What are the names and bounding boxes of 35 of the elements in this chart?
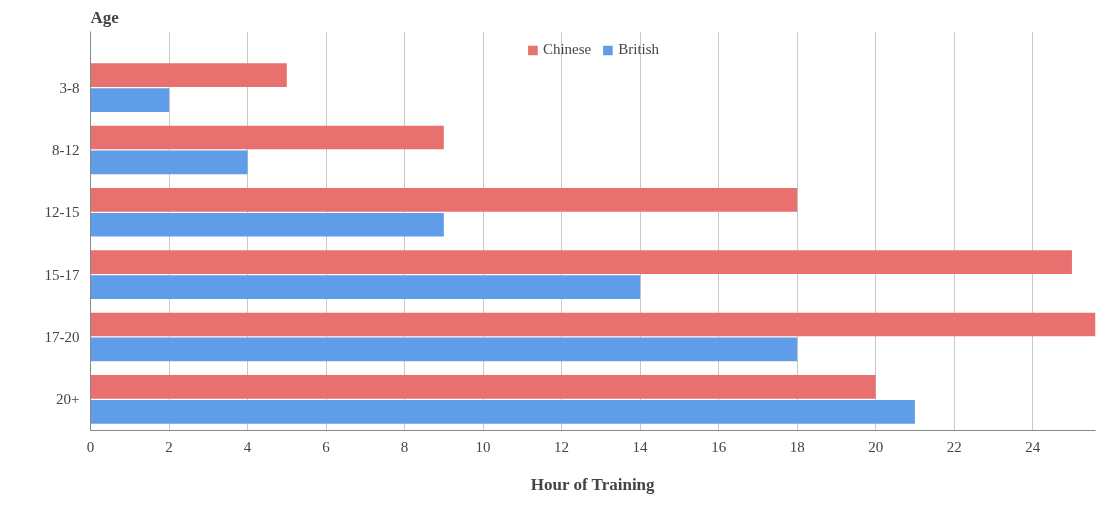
y-tick-label: 8-12 [52,141,80,158]
x-tick-label: 12 [554,438,570,455]
x-tick-label: 0 [86,438,95,455]
bar [90,250,1072,275]
x-tick-label: 24 [1025,438,1041,455]
bar [90,312,1096,337]
y-tick-label: 17-20 [44,328,80,345]
x-axis-title: Hour of Training [530,474,656,494]
y-tick-label: 20+ [56,391,80,408]
y-tick-label: 12-15 [44,204,80,221]
x-tick-label: 6 [322,438,331,455]
bar [90,337,798,362]
legend-label: British [618,41,660,58]
bar [90,212,444,237]
x-tick-label: 16 [711,438,727,455]
bar [90,125,444,150]
bar [90,88,170,112]
x-tick-label: 2 [165,438,173,455]
x-tick-label: 22 [946,438,962,455]
bar [90,150,248,175]
bar [90,187,798,212]
x-tick-label: 14 [632,438,649,455]
y-tick-label: 3-8 [59,79,80,96]
x-tick-label: 20 [868,438,884,455]
x-tick-label: 8 [400,438,409,455]
bar [90,63,287,87]
y-tick-label: 15-17 [44,266,80,283]
legend-label: Chinese [542,41,592,58]
x-tick-label: 18 [789,438,805,455]
bar [90,399,915,424]
x-tick-label: 10 [475,438,491,455]
x-tick-label: 4 [243,438,252,455]
y-axis-title: Age [90,7,120,27]
bar [90,275,641,299]
bar [90,375,876,399]
